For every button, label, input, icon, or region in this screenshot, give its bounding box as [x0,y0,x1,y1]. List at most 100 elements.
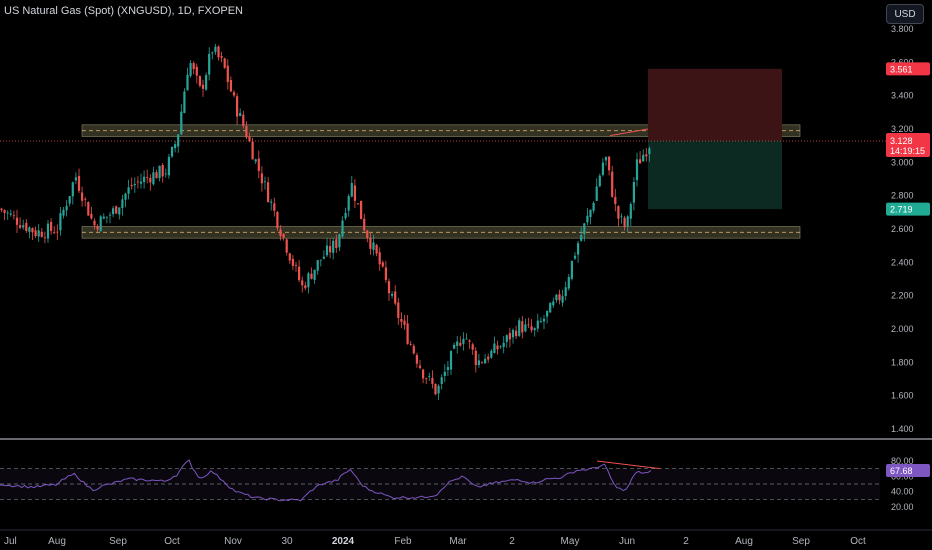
candle-body [180,111,183,135]
candle-body [496,345,499,350]
time-label: Jun [619,536,635,547]
time-label: Jul [4,536,17,547]
candle-body [74,177,77,181]
rsi-pane[interactable] [0,438,932,502]
candle-body [570,260,573,279]
candle-body [378,252,381,265]
rsi-line [0,459,652,502]
candle-body [363,218,366,231]
candle-body [223,58,226,68]
candle-body [291,258,294,266]
price-tick-label: 2.200 [891,291,914,301]
time-axis[interactable]: Jul Aug Sep Oct Nov 30 2024 Feb Mar 2 May Jun 2 Aug Se… [0,529,932,547]
candle-body [319,259,322,261]
chart-title: US Natural Gas (Spot) (XNGUSD), 1D, FXOP… [4,5,243,17]
take-profit-zone [648,140,782,210]
price-axis[interactable]: 3.8003.6003.4003.2003.0002.8002.6002.400… [891,24,914,434]
candle-body [9,213,12,215]
candle-body [372,242,375,250]
candle-body [384,267,387,280]
candle-body [403,320,406,325]
time-label: Sep [792,536,810,547]
time-label: 2 [683,536,689,547]
currency-button[interactable]: USD [886,4,924,24]
candle-body [573,255,577,259]
candle-body [608,156,611,171]
candle-body [164,173,167,175]
candle-body [360,200,363,220]
candle-body [251,141,254,160]
candle-body [3,210,6,213]
candle-body [617,206,620,219]
candle-body [356,203,360,205]
rsi-tick-label: 40.00 [891,487,914,497]
candle-body [344,212,347,219]
candle-body [592,202,595,211]
stop-price-badge-text: 3.561 [890,64,913,74]
candle-body [22,225,25,228]
candle-body [68,196,71,204]
candle-body [453,344,456,349]
candle-body [530,326,533,331]
candle-body [208,53,211,75]
candle-body [440,377,443,384]
candle-body [546,310,549,317]
target-price-badge [886,202,930,216]
candle-body [81,192,84,201]
rsi-tick-label: 80.00 [891,456,914,466]
price-tick-label: 3.000 [891,157,914,167]
candle-body [353,185,356,201]
candle-body [53,232,56,234]
candle-body [62,209,65,216]
time-label: 2024 [332,536,355,547]
candle-body [431,377,434,384]
rsi-value-text: 67.68 [890,466,913,476]
candle-body [139,181,143,184]
candle-body [524,324,527,332]
candle-body [108,214,112,216]
candle-body [415,355,418,364]
candle-body [285,239,288,253]
candle-body [549,303,552,313]
candle-body [220,56,223,58]
candle-body [639,159,642,164]
candle-body [459,342,462,346]
candle-body [583,223,586,235]
rsi-tick-label: 20.00 [891,502,914,512]
candles [0,43,651,401]
candle-body [322,256,325,259]
candle-body [99,216,102,232]
candle-body [273,203,276,211]
candle-body [242,114,245,127]
candle-body [400,318,403,322]
candle-body [595,186,598,201]
price-pane[interactable] [0,43,888,401]
candle-body [226,65,229,82]
candle-body [381,262,384,267]
candle-body [136,181,139,183]
candle-body [555,294,558,301]
candle-body [205,75,208,90]
candle-body [232,92,236,96]
time-label: Oct [164,536,180,547]
candle-body [229,80,232,92]
candle-body [434,383,437,395]
candle-body [533,328,536,331]
candle-body [611,171,614,197]
candle-body [474,350,477,366]
candle-body [87,202,90,216]
candle-body [558,294,561,301]
candle-body [186,74,189,91]
candle-body [276,211,279,229]
candle-body [267,182,270,203]
time-label: Aug [735,536,753,547]
candle-body [167,156,170,176]
candle-body [521,321,524,333]
candle-body [118,207,121,215]
candle-body [105,216,108,218]
price-tick-label: 3.200 [891,124,914,134]
time-label: Feb [394,536,412,547]
candle-body [629,204,632,219]
